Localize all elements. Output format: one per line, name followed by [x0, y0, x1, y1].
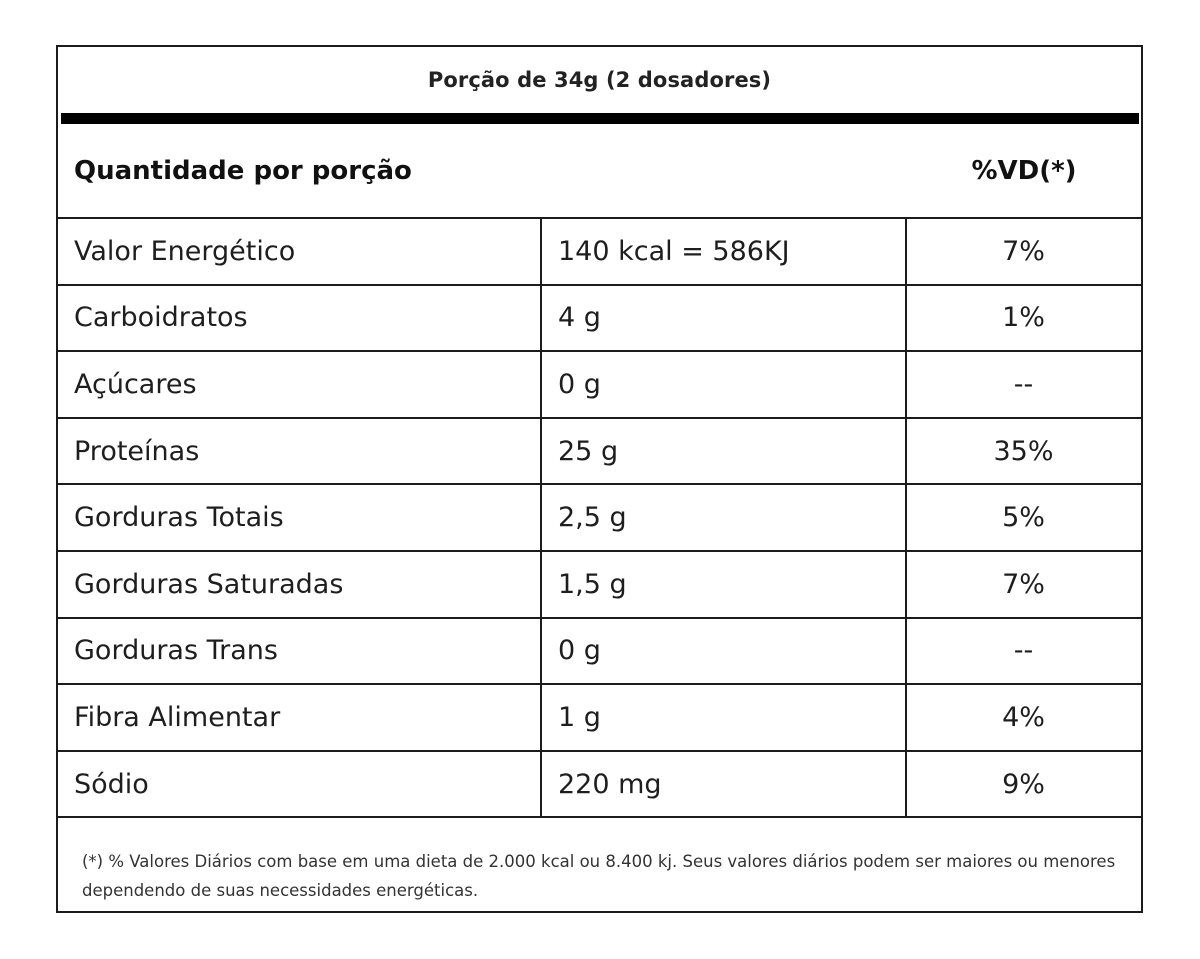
serving-size-title: Porção de 34g (2 dosadores)	[427, 68, 772, 92]
nutrient-name: Gorduras Saturadas	[58, 551, 542, 617]
table-row: Açúcares 0 g --	[58, 352, 1142, 419]
table-row: Fibra Alimentar 1 g 4%	[58, 685, 1142, 752]
nutrient-daily-value: 4%	[1002, 701, 1045, 733]
thick-divider	[61, 113, 1139, 124]
nutrient-amount: 25 g	[542, 418, 907, 484]
nutrient-name: Valor Energético	[58, 219, 542, 284]
nutrient-daily-value: 9%	[1002, 768, 1045, 800]
nutrient-amount: 140 kcal = 586KJ	[542, 219, 907, 284]
daily-value-heading: %VD(*)	[971, 156, 1077, 186]
nutrient-name: Gorduras Totais	[58, 485, 542, 550]
table-header: Quantidade por porção %VD(*)	[58, 124, 1141, 218]
table-row: Proteínas 25 g 35%	[58, 418, 1142, 486]
table-row: Gorduras Totais 2,5 g 5%	[58, 485, 1142, 552]
nutrient-amount: 0 g	[542, 352, 907, 417]
table-row: Sódio 220 mg 9%	[58, 751, 1142, 819]
table-row: Valor Energético 140 kcal = 586KJ 7%	[58, 219, 1142, 286]
nutrient-daily-value: --	[1013, 635, 1034, 667]
table-row: Gorduras Trans 0 g --	[58, 618, 1142, 686]
nutrient-amount: 1,5 g	[542, 551, 907, 617]
nutrient-daily-value: 7%	[1002, 568, 1045, 600]
nutrient-daily-value: 1%	[1002, 302, 1045, 334]
header-divider	[58, 217, 1142, 219]
nutrient-name: Gorduras Trans	[58, 618, 542, 684]
nutrition-facts-table: Porção de 34g (2 dosadores) Quantidade p…	[56, 45, 1143, 913]
nutrient-amount: 220 mg	[542, 751, 907, 817]
nutrient-daily-value: --	[1013, 368, 1034, 400]
nutrient-daily-value: 5%	[1002, 502, 1045, 534]
table-row: Gorduras Saturadas 1,5 g 7%	[58, 551, 1142, 619]
nutrient-name: Fibra Alimentar	[58, 685, 542, 750]
nutrient-daily-value: 35%	[993, 435, 1054, 467]
nutrient-name: Proteínas	[58, 418, 542, 484]
nutrient-daily-value: 7%	[1002, 235, 1045, 267]
nutrient-name: Açúcares	[58, 352, 542, 417]
nutrient-amount: 2,5 g	[542, 485, 907, 550]
nutrient-amount: 1 g	[542, 685, 907, 750]
daily-value-footnote: (*) % Valores Diários com base em uma di…	[82, 852, 1116, 900]
nutrient-name: Carboidratos	[58, 285, 542, 351]
table-row: Carboidratos 4 g 1%	[58, 285, 1142, 353]
nutrient-amount: 0 g	[542, 618, 907, 684]
nutrient-rows: Valor Energético 140 kcal = 586KJ 7% Car…	[58, 219, 1142, 819]
quantity-per-serving-heading: Quantidade por porção	[74, 156, 412, 186]
nutrient-amount: 4 g	[542, 285, 907, 351]
nutrient-name: Sódio	[58, 751, 542, 817]
